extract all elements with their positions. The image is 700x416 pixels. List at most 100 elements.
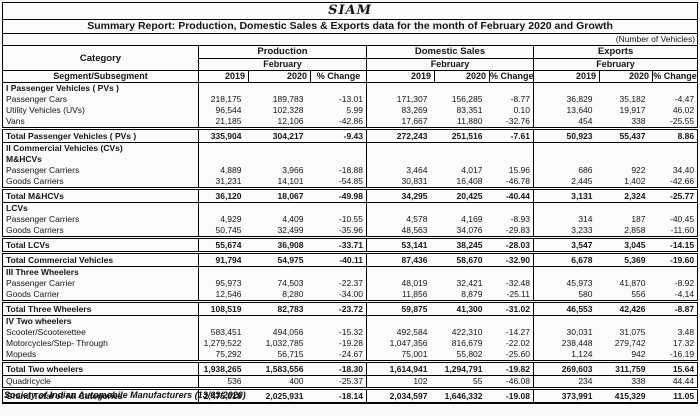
value-cell: 5,369 <box>599 251 653 267</box>
pct-change-cell: -9.43 <box>310 127 367 143</box>
title-row: SIAM <box>1 2 699 20</box>
pct-change-cell: -18.88 <box>310 165 367 176</box>
pct-change-cell: 15.64 <box>652 360 699 376</box>
row-label: Scooter/Scooterettee <box>2 327 199 338</box>
table-row: I Passenger Vehicles ( PVs ) <box>2 82 699 94</box>
value-cell: 19,917 <box>619 105 646 115</box>
value-cell <box>367 267 435 279</box>
row-label: Mopeds <box>2 349 199 362</box>
pct-change-cell: -28.03 <box>489 236 534 253</box>
value-cell <box>249 316 311 328</box>
value-cell: 82,783 <box>248 300 311 316</box>
table-row: IV Two wheelers <box>2 315 699 328</box>
value-cell: 32,499 <box>277 225 304 235</box>
pct-change-cell <box>310 82 367 94</box>
table-row: Mopeds 75,292 56,715 -24.67 75,001 55,802 -25.… <box>2 349 699 362</box>
pct-change-cell: 46.02 <box>652 105 699 116</box>
value-cell: 36,908 <box>248 236 311 253</box>
value-cell <box>435 316 490 328</box>
value-cell: 8,879 <box>461 289 483 299</box>
value-cell: 12,106 <box>277 116 304 126</box>
value-cell: 55,674 <box>198 236 249 253</box>
pct-change-cell: -24.67 <box>310 349 367 362</box>
pct-change-cell: -22.02 <box>489 338 534 349</box>
category-header: Category <box>2 45 199 71</box>
pct-change-cell: -40.44 <box>489 187 534 203</box>
col-domestic-2020: 2020 <box>434 70 490 83</box>
table-row: LCVs <box>2 202 699 215</box>
table-row: Passenger Carriers 4,929 4,409 -10.55 4,578 4… <box>2 214 699 225</box>
pct-change-cell: 8.86 <box>652 127 699 143</box>
value-cell: 16,408 <box>456 176 483 186</box>
pct-change-cell <box>310 315 367 327</box>
value-cell <box>199 154 249 165</box>
pct-change-cell <box>310 154 367 165</box>
value-cell: 234 <box>578 376 593 386</box>
pct-change-cell: 44.44 <box>652 375 699 389</box>
value-cell: 1,614,941 <box>366 360 435 376</box>
value-cell: 108,519 <box>198 300 249 316</box>
row-label: Grand Total of All Categories <box>2 387 199 404</box>
value-cell <box>367 143 435 155</box>
table-row: Total LCVs 55,674 36,908 -33.71 53,141 38,245… <box>2 236 699 253</box>
value-cell: 400 <box>289 376 304 386</box>
pct-change-cell: -54.85 <box>310 176 367 189</box>
value-cell: 189,783 <box>272 94 304 104</box>
pct-change-cell: -11.60 <box>652 225 699 238</box>
table-row: Total Passenger Vehicles ( PVs ) 335,904 3… <box>2 127 699 143</box>
col-production-2020: 2020 <box>248 70 311 83</box>
row-label: LCVs <box>2 202 199 214</box>
col-exports-2019: 2019 <box>533 70 600 83</box>
value-cell: 338 <box>631 116 646 126</box>
table-row: Total Three Wheelers 108,519 82,783 -23.72 5… <box>2 300 699 316</box>
value-cell: 36,829 <box>566 94 593 104</box>
pct-change-cell: -46.08 <box>489 375 534 389</box>
value-cell: 38,245 <box>434 236 490 253</box>
pct-change-cell: -13.01 <box>310 94 367 105</box>
value-cell: 816,679 <box>451 338 483 348</box>
table-body: I Passenger Vehicles ( PVs ) Passenger Ca… <box>2 82 699 404</box>
value-cell <box>600 267 653 279</box>
value-cell: 269,603 <box>533 360 600 376</box>
value-cell: 373,991 <box>533 387 600 404</box>
row-label: M&HCVs <box>2 154 199 165</box>
value-cell: 74,503 <box>277 278 304 288</box>
value-cell: 17,667 <box>401 116 428 126</box>
pct-change-cell: 11.05 <box>652 387 699 404</box>
table-row: Utility Vehicles (UVs) 96,544 102,328 5.99 8… <box>2 105 699 116</box>
value-cell: 415,329 <box>599 387 653 404</box>
pct-change-cell: -14.15 <box>652 236 699 253</box>
pct-change-cell: -40.11 <box>310 251 367 267</box>
pct-change-cell: -35.96 <box>310 225 367 238</box>
group-header-production: Production <box>198 45 367 59</box>
value-cell: 272,243 <box>366 127 435 143</box>
pct-change-cell: -49.98 <box>310 187 367 203</box>
value-cell: 34,295 <box>366 187 435 203</box>
value-cell: 251,516 <box>434 127 490 143</box>
value-cell: 32,421 <box>456 278 483 288</box>
value-cell: 31,231 <box>215 176 242 186</box>
table-row: Motorcycles/Step- Through 1,279,522 1,032,… <box>2 338 699 349</box>
value-cell: 34,076 <box>456 225 483 235</box>
value-cell <box>199 316 249 328</box>
pct-change-cell <box>652 82 699 94</box>
pct-change-cell: -14.27 <box>489 327 534 338</box>
value-cell: 3,233 <box>571 225 593 235</box>
row-label: Quadricycle <box>2 375 199 389</box>
value-cell: 2,034,597 <box>366 387 435 404</box>
value-cell <box>249 154 311 165</box>
row-label: Passenger Carriers <box>2 165 199 176</box>
value-cell <box>600 143 653 155</box>
row-label: Goods Carriers <box>2 176 199 189</box>
row-label: Goods Carrier <box>2 289 199 302</box>
col-exports-change: % Change <box>651 70 699 83</box>
value-cell: 102,328 <box>272 105 304 115</box>
col-domestic-2019: 2019 <box>366 70 435 83</box>
value-cell <box>435 267 490 279</box>
value-cell: 75,292 <box>215 349 242 359</box>
pct-change-cell: -33.71 <box>310 236 367 253</box>
value-cell: 30,031 <box>566 327 593 337</box>
pct-change-cell: -8.92 <box>652 278 699 289</box>
value-cell <box>435 203 490 215</box>
row-label: II Commercial Vehicles (CVs) <box>2 142 199 154</box>
